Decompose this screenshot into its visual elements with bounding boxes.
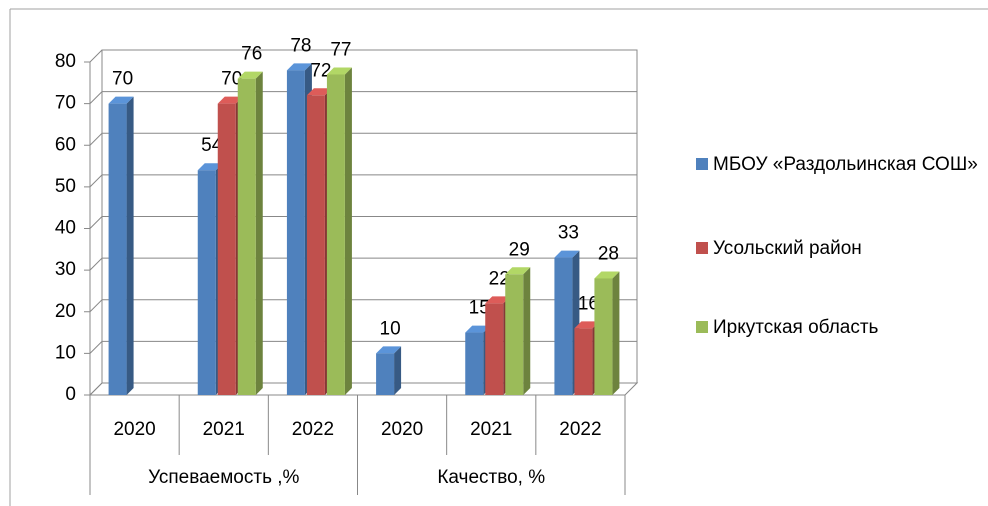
legend-swatch	[696, 242, 708, 254]
bar	[376, 346, 402, 395]
bar	[326, 67, 352, 396]
bar	[594, 271, 620, 395]
value-label: 15	[469, 298, 490, 319]
grid-line	[89, 132, 637, 146]
bar-front	[465, 332, 484, 395]
bar-top	[376, 346, 402, 354]
legend-label: Усольский район	[713, 238, 862, 259]
bar-front	[237, 78, 256, 396]
value-label: 10	[380, 318, 401, 339]
bar-front	[376, 353, 395, 395]
grid-line	[89, 382, 637, 396]
bar-front	[485, 303, 504, 395]
bar-side	[255, 71, 263, 396]
x-tick-label: 2022	[559, 419, 601, 440]
grid-line	[89, 257, 637, 271]
x-tick-label: 2022	[292, 419, 334, 440]
bar-top	[594, 271, 620, 279]
grid-line	[89, 91, 637, 104]
bar-top	[326, 67, 352, 75]
bar-top	[574, 321, 600, 329]
bar-side	[344, 67, 352, 396]
group-label: Успеваемость ,%	[148, 467, 299, 488]
y-tick-label: 10	[55, 342, 76, 363]
legend-swatch	[696, 158, 708, 170]
legend-label: Иркутская область	[713, 317, 879, 338]
bar-front	[554, 257, 573, 395]
y-tick-label: 40	[55, 218, 76, 239]
x-tick-label: 2020	[381, 419, 423, 440]
grid-line	[89, 216, 637, 229]
value-label: 72	[310, 60, 331, 81]
bar-top	[217, 96, 243, 104]
value-label: 29	[509, 239, 530, 260]
y-tick-label: 20	[55, 301, 76, 322]
value-label: 70	[112, 69, 133, 90]
value-label: 70	[221, 69, 242, 90]
bar-front	[594, 278, 613, 395]
value-label: 22	[489, 268, 510, 289]
x-tick-label: 2021	[203, 419, 245, 440]
y-tick-label: 0	[65, 384, 76, 405]
grid-line	[89, 174, 637, 188]
grid-line	[89, 340, 637, 354]
grid-line	[89, 49, 637, 63]
value-label: 77	[330, 40, 351, 61]
y-tick-label: 80	[55, 51, 76, 72]
y-tick-label: 60	[55, 134, 76, 155]
bar-side	[126, 96, 134, 395]
y-tick-label: 30	[55, 259, 76, 280]
bar-front	[286, 70, 305, 395]
group-label: Качество, %	[437, 467, 545, 488]
x-tick-label: 2020	[113, 419, 155, 440]
bar-front	[306, 95, 325, 396]
legend-label: МБОУ «Раздольинская СОШ»	[713, 154, 978, 175]
value-label: 16	[578, 293, 599, 314]
bar-front	[574, 328, 593, 395]
bar	[505, 267, 531, 395]
bar-side	[612, 271, 620, 395]
bar-front	[217, 103, 236, 395]
grid-line	[89, 299, 637, 313]
bar-top	[505, 267, 531, 275]
bar-front	[108, 103, 127, 395]
bar-side	[394, 346, 402, 395]
bar-top	[108, 96, 134, 104]
bar-top	[465, 325, 491, 333]
x-tick-label: 2021	[470, 419, 512, 440]
value-label: 33	[558, 223, 579, 244]
bar-front	[197, 170, 216, 395]
value-label: 54	[201, 135, 223, 156]
y-tick-label: 50	[55, 176, 76, 197]
bar-top	[286, 63, 312, 71]
bar-top	[306, 88, 332, 96]
bar-side	[523, 267, 531, 395]
bar-top	[554, 250, 580, 258]
legend-swatch	[696, 321, 708, 333]
bar	[237, 71, 263, 396]
bar-top	[237, 71, 263, 79]
y-tick-label: 70	[55, 93, 76, 114]
bar-front	[326, 74, 345, 396]
value-label: 28	[598, 243, 619, 264]
bar-top	[485, 296, 511, 304]
value-label: 78	[290, 35, 311, 56]
value-label: 76	[241, 44, 262, 65]
bar-front	[505, 274, 524, 395]
bar	[108, 96, 134, 395]
bar-top	[197, 163, 223, 171]
